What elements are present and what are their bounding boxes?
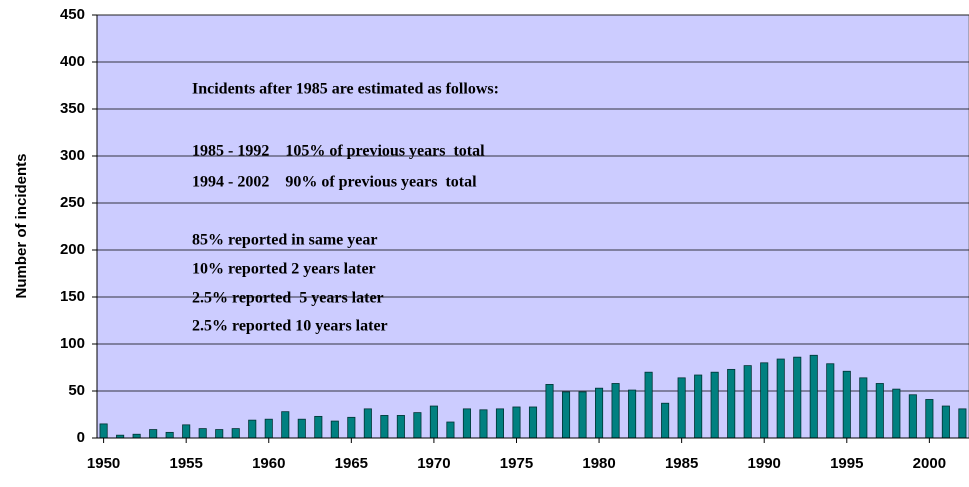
y-tick-label: 0	[77, 429, 85, 446]
bar	[462, 408, 471, 439]
y-tick-label: 450	[60, 6, 85, 23]
x-tick-label: 1980	[582, 455, 615, 472]
bar	[446, 421, 455, 439]
bar	[760, 362, 769, 439]
bar	[793, 356, 802, 439]
bar	[578, 391, 587, 439]
bar	[149, 429, 158, 439]
bar	[413, 412, 422, 439]
bar	[545, 384, 554, 439]
bar	[628, 389, 637, 439]
bar	[495, 408, 505, 439]
annotation: 1994 - 2002 90% of previous years total	[192, 174, 477, 191]
bar	[215, 429, 224, 439]
bar	[347, 416, 356, 439]
bar	[479, 409, 488, 439]
bar	[380, 415, 389, 439]
bar	[297, 418, 306, 439]
annotation: 2.5% reported 5 years later	[192, 290, 384, 307]
x-tick-label: 1995	[830, 455, 863, 472]
bar	[776, 358, 785, 439]
bar	[165, 431, 174, 439]
bar	[710, 371, 719, 439]
y-tick-label: 300	[60, 147, 85, 164]
bar	[677, 377, 686, 439]
bar	[958, 408, 967, 439]
bar	[611, 383, 620, 439]
bar	[809, 354, 818, 439]
y-tick-label: 50	[68, 382, 85, 399]
bar	[859, 377, 868, 439]
y-tick-label: 100	[60, 335, 85, 352]
bar	[198, 428, 207, 439]
annotation: 85% reported in same year	[192, 232, 377, 249]
bar	[248, 419, 257, 439]
bar	[694, 374, 703, 439]
y-tick-label: 400	[60, 53, 85, 70]
x-tick-label: 1960	[252, 455, 285, 472]
bar	[892, 388, 901, 439]
x-tick-label: 1990	[748, 455, 781, 472]
bar	[231, 428, 240, 439]
y-tick-label: 350	[60, 100, 85, 117]
y-tick-label: 250	[60, 194, 85, 211]
bar	[875, 383, 884, 439]
bar	[182, 424, 191, 439]
bar	[429, 405, 438, 439]
bar	[528, 406, 538, 439]
bar	[281, 411, 290, 439]
bar	[727, 368, 736, 439]
bar	[661, 402, 670, 439]
bar	[396, 415, 405, 439]
y-tick-label: 200	[60, 241, 85, 258]
plot-area	[96, 14, 969, 439]
x-tick-label: 1950	[87, 455, 120, 472]
bar	[644, 371, 653, 439]
bar	[925, 399, 934, 439]
bar	[512, 406, 521, 439]
bar	[743, 365, 752, 439]
annotation: 10% reported 2 years later	[192, 261, 376, 278]
bar	[941, 405, 950, 439]
x-tick-label: 1970	[417, 455, 450, 472]
bar	[842, 370, 851, 439]
x-tick-label: 1965	[335, 455, 368, 472]
bar	[330, 420, 339, 439]
annotation: 2.5% reported 10 years later	[192, 318, 388, 335]
y-axis-label: Number of incidents	[13, 153, 30, 298]
annotation: 1985 - 1992 105% of previous years total	[192, 143, 485, 160]
bar	[561, 391, 571, 439]
bar	[314, 415, 323, 439]
bar	[595, 387, 604, 439]
annotation: Incidents after 1985 are estimated as fo…	[192, 81, 499, 98]
bar	[826, 363, 835, 439]
x-tick-label: 1985	[665, 455, 698, 472]
x-tick-label: 1975	[500, 455, 533, 472]
x-tick-label: 2000	[913, 455, 946, 472]
x-tick-label: 1955	[169, 455, 202, 472]
bar	[908, 394, 917, 439]
bar	[99, 423, 108, 439]
y-tick-label: 150	[60, 288, 85, 305]
bar	[363, 408, 372, 439]
bar	[132, 433, 141, 439]
bar	[264, 418, 273, 439]
